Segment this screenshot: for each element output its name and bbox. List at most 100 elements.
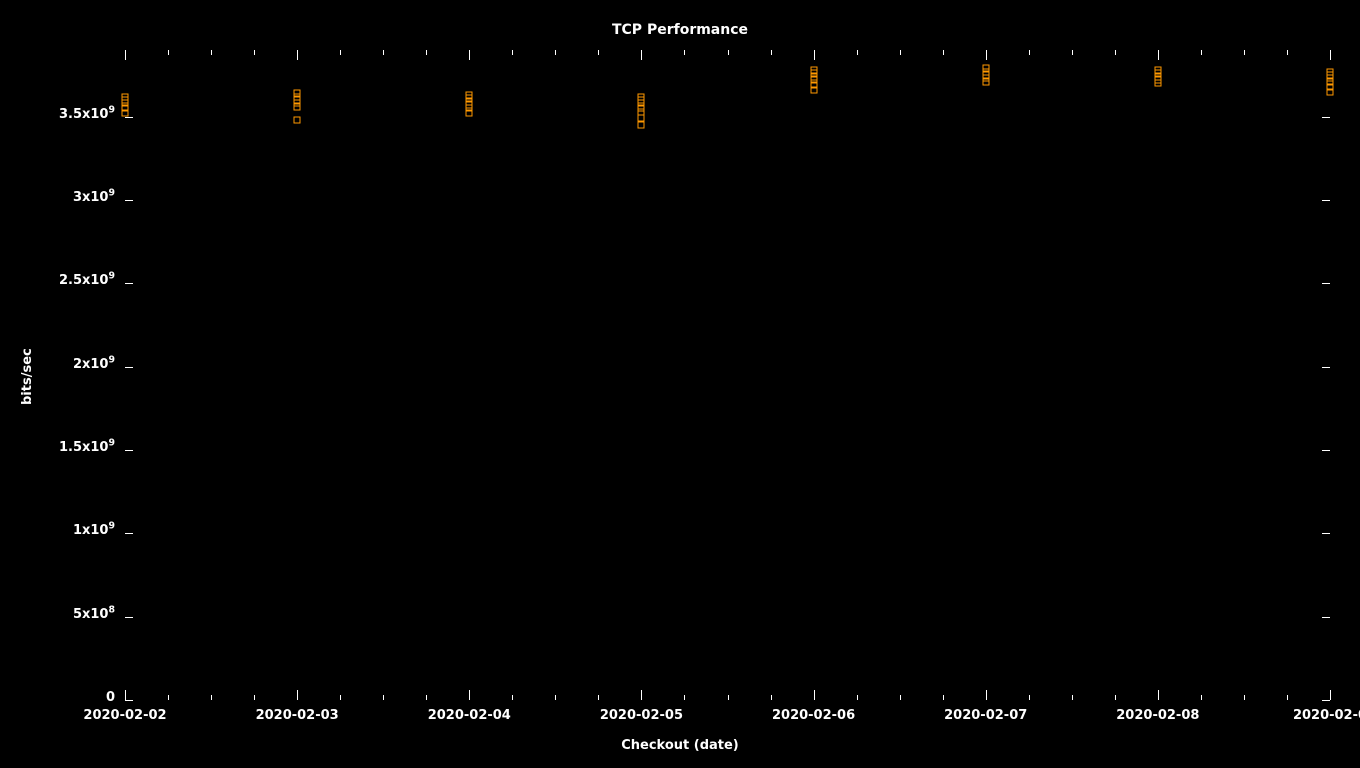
x-tick-minor xyxy=(943,50,944,55)
x-tick-major xyxy=(641,690,642,700)
x-tick-minor xyxy=(1244,695,1245,700)
y-tick xyxy=(125,533,133,534)
y-tick xyxy=(1322,533,1330,534)
x-tick-minor xyxy=(728,50,729,55)
x-tick-major xyxy=(641,50,642,60)
x-tick-major xyxy=(814,50,815,60)
x-tick-minor xyxy=(1072,50,1073,55)
y-tick xyxy=(125,283,133,284)
x-tick-minor xyxy=(512,50,513,55)
y-tick xyxy=(1322,117,1330,118)
y-tick-label: 0 xyxy=(106,690,115,705)
y-tick-label: 1x109 xyxy=(73,523,115,538)
y-tick xyxy=(1322,367,1330,368)
x-tick-minor xyxy=(211,50,212,55)
x-tick-major xyxy=(814,690,815,700)
x-tick-major xyxy=(125,50,126,60)
data-point xyxy=(294,103,301,110)
data-point xyxy=(982,78,989,85)
x-tick-label: 2020-02-02 xyxy=(65,708,185,723)
x-tick-minor xyxy=(1287,50,1288,55)
x-tick-minor xyxy=(168,50,169,55)
y-tick xyxy=(1322,617,1330,618)
y-tick xyxy=(125,617,133,618)
x-tick-minor xyxy=(943,695,944,700)
data-point xyxy=(810,87,817,94)
y-tick-label: 3.5x109 xyxy=(59,107,115,122)
x-tick-major xyxy=(1330,50,1331,60)
data-point xyxy=(1327,88,1334,95)
y-tick-label: 1.5x109 xyxy=(59,440,115,455)
x-tick-minor xyxy=(340,50,341,55)
chart-title: TCP Performance xyxy=(0,22,1360,38)
x-tick-minor xyxy=(771,50,772,55)
x-tick-major xyxy=(469,50,470,60)
x-tick-major xyxy=(986,50,987,60)
x-tick-minor xyxy=(1115,50,1116,55)
x-axis-label: Checkout (date) xyxy=(0,738,1360,753)
x-tick-minor xyxy=(684,50,685,55)
x-tick-minor xyxy=(168,695,169,700)
data-point xyxy=(638,122,645,129)
x-tick-label: 2020-02-0 xyxy=(1270,708,1360,723)
x-tick-major xyxy=(469,690,470,700)
y-axis-label: bits/sec xyxy=(20,348,35,405)
x-tick-minor xyxy=(254,50,255,55)
y-tick xyxy=(1322,450,1330,451)
x-tick-minor xyxy=(426,50,427,55)
x-tick-minor xyxy=(1029,695,1030,700)
y-tick-label: 5x108 xyxy=(73,607,115,622)
x-tick-minor xyxy=(598,50,599,55)
x-tick-label: 2020-02-04 xyxy=(409,708,529,723)
x-tick-minor xyxy=(426,695,427,700)
y-tick-label: 2.5x109 xyxy=(59,273,115,288)
x-tick-minor xyxy=(1115,695,1116,700)
x-tick-minor xyxy=(1201,50,1202,55)
x-tick-minor xyxy=(900,695,901,700)
x-tick-minor xyxy=(771,695,772,700)
x-tick-minor xyxy=(728,695,729,700)
y-tick-label: 3x109 xyxy=(73,190,115,205)
x-tick-label: 2020-02-06 xyxy=(754,708,874,723)
x-tick-minor xyxy=(340,695,341,700)
x-tick-major xyxy=(297,50,298,60)
x-tick-minor xyxy=(1029,50,1030,55)
x-tick-major xyxy=(297,690,298,700)
x-tick-minor xyxy=(900,50,901,55)
x-tick-major xyxy=(986,690,987,700)
x-tick-minor xyxy=(555,695,556,700)
y-tick xyxy=(125,700,133,701)
x-tick-minor xyxy=(857,50,858,55)
x-tick-minor xyxy=(1287,695,1288,700)
x-tick-minor xyxy=(555,50,556,55)
data-point xyxy=(294,117,301,124)
x-tick-minor xyxy=(383,695,384,700)
data-point xyxy=(466,110,473,117)
x-tick-minor xyxy=(254,695,255,700)
y-tick xyxy=(1322,283,1330,284)
data-point xyxy=(122,110,129,117)
x-tick-minor xyxy=(512,695,513,700)
x-tick-major xyxy=(1158,50,1159,60)
x-tick-minor xyxy=(684,695,685,700)
y-tick xyxy=(125,200,133,201)
tcp-performance-chart: TCP Performance bits/sec Checkout (date)… xyxy=(0,0,1360,768)
x-tick-major xyxy=(125,690,126,700)
x-tick-major xyxy=(1330,690,1331,700)
x-tick-label: 2020-02-08 xyxy=(1098,708,1218,723)
x-tick-label: 2020-02-07 xyxy=(926,708,1046,723)
y-tick xyxy=(125,367,133,368)
x-tick-minor xyxy=(857,695,858,700)
y-tick xyxy=(125,450,133,451)
x-tick-label: 2020-02-03 xyxy=(237,708,357,723)
x-tick-minor xyxy=(383,50,384,55)
y-tick xyxy=(1322,700,1330,701)
x-tick-minor xyxy=(1201,695,1202,700)
x-tick-minor xyxy=(211,695,212,700)
y-tick-label: 2x109 xyxy=(73,357,115,372)
x-tick-label: 2020-02-05 xyxy=(581,708,701,723)
data-point xyxy=(1154,80,1161,87)
x-tick-minor xyxy=(1244,50,1245,55)
x-tick-major xyxy=(1158,690,1159,700)
y-tick xyxy=(1322,200,1330,201)
